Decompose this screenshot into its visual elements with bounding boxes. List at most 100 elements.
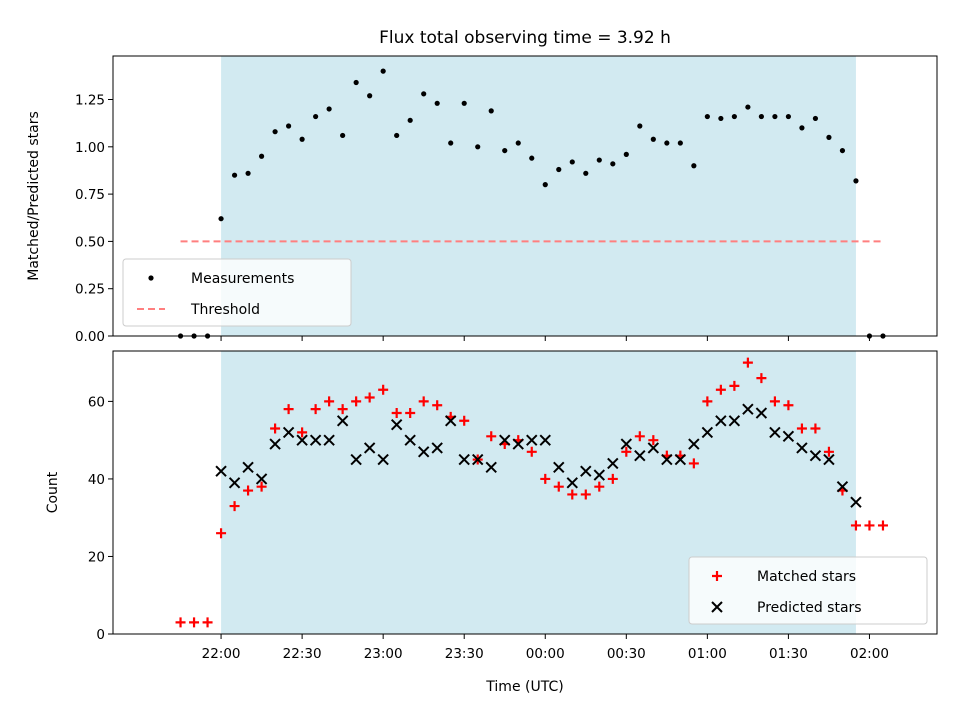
matched-star-point — [769, 396, 780, 407]
predicted-star-point — [431, 442, 443, 454]
x-tick-label: 22:00 — [202, 646, 241, 662]
predicted-star-point — [607, 457, 619, 470]
x-tick-label: 00:30 — [607, 646, 646, 662]
y-tick-label: 1.00 — [75, 140, 105, 156]
measurement-point — [434, 100, 440, 106]
predicted-star-point — [350, 453, 362, 466]
predicted-star-point — [553, 461, 565, 474]
measurement-point — [745, 104, 751, 110]
count-axis-ticks: 0 20 40 60 22:00 22:30 23:00 23:30 00:00 00:30 01:… — [88, 394, 889, 662]
legend-predicted-marker — [711, 601, 723, 613]
matched-star-point — [540, 473, 551, 484]
matched-star-point — [810, 423, 821, 434]
measurement-point — [407, 117, 413, 123]
predicted-star-point — [215, 465, 227, 477]
predicted-star-point — [701, 426, 714, 439]
legend-label: Measurements — [191, 271, 294, 287]
measurement-point — [353, 79, 359, 86]
count-y-axis-label: Count — [45, 471, 61, 513]
matched-star-point — [324, 396, 335, 407]
predicted-star-point — [323, 434, 335, 446]
measurement-point — [542, 182, 548, 188]
matched-star-point — [877, 520, 888, 531]
matched-star-point — [270, 423, 281, 434]
matched-star-point — [864, 520, 875, 531]
predicted-star-point — [620, 438, 633, 450]
y-tick-label: 20 — [88, 549, 105, 565]
measurement-point — [421, 91, 427, 97]
predicted-star-point — [661, 453, 673, 466]
predicted-star-point — [539, 434, 551, 446]
x-tick-label: 23:00 — [364, 646, 403, 662]
measurement-point — [704, 113, 710, 120]
matched-star-point — [850, 520, 861, 531]
x-tick-label: 02:00 — [850, 646, 889, 662]
matched-star-point — [580, 489, 591, 500]
measurement-point — [731, 113, 737, 120]
ratio-axis-ticks: 0.00 0.25 0.50 0.75 1.00 1.25 — [75, 93, 870, 345]
chart-title: Flux total observing time = 3.92 h — [379, 28, 671, 48]
predicted-star-point — [485, 461, 497, 474]
predicted-star-point — [823, 453, 835, 466]
y-tick-label: 60 — [88, 394, 105, 410]
matched-star-point — [216, 528, 227, 539]
measurement-point — [231, 172, 238, 178]
matched-star-point — [189, 617, 200, 628]
measurement-point — [286, 123, 292, 129]
measurement-point — [367, 93, 373, 99]
measurement-point — [299, 136, 305, 142]
matched-star-point — [594, 481, 605, 492]
predicted-star-point — [647, 442, 660, 454]
matched-star-point — [567, 489, 578, 500]
predicted-star-point — [526, 434, 538, 446]
measurement-point — [799, 125, 805, 131]
matched-star-point — [405, 408, 416, 419]
x-tick-label: 23:30 — [445, 646, 484, 662]
predicted-star-point — [282, 426, 295, 439]
predicted-star-point — [674, 453, 687, 466]
measurement-point — [677, 140, 683, 146]
matched-star-point — [310, 404, 321, 415]
measurement-point — [583, 170, 589, 176]
matched-star-point — [432, 400, 443, 411]
matched-star-point — [742, 357, 753, 368]
measurement-point — [313, 113, 319, 120]
predicted-star-point — [742, 403, 754, 415]
predicted-star-point — [796, 442, 808, 454]
legend-label: Threshold — [190, 302, 260, 318]
measurement-point — [218, 216, 224, 222]
ratio-marks — [177, 68, 886, 339]
legend-box — [122, 258, 352, 327]
matched-star-point — [297, 427, 308, 438]
measurement-point — [826, 134, 832, 140]
measurement-point — [502, 147, 508, 154]
measurement-point — [610, 161, 616, 167]
predicted-star-point — [836, 480, 849, 493]
measurement-point — [556, 166, 562, 173]
matched-star-point — [634, 431, 645, 442]
x-tick-label: 01:00 — [688, 646, 727, 662]
measurement-point — [475, 144, 481, 150]
measurement-point — [596, 157, 602, 163]
matched-star-point — [553, 481, 564, 492]
y-tick-label: 0.25 — [75, 282, 105, 298]
matched-star-point — [351, 396, 362, 407]
measurement-point — [380, 68, 386, 74]
matched-star-point — [648, 435, 659, 446]
matched-star-point — [337, 404, 348, 415]
predicted-star-point — [404, 434, 416, 446]
y-tick-label: 40 — [88, 472, 105, 488]
matched-star-point — [243, 485, 254, 496]
measurement-point — [853, 178, 859, 184]
matched-star-point — [702, 396, 713, 407]
measurement-point — [839, 147, 846, 154]
x-tick-label: 00:00 — [526, 646, 565, 662]
predicted-star-point — [390, 418, 403, 431]
matched-star-point — [378, 384, 389, 395]
ratio-y-axis-label: Matched/Predicted stars — [26, 111, 42, 281]
measurement-point — [394, 132, 400, 139]
matched-star-point — [364, 392, 375, 403]
matched-star-point — [756, 373, 767, 384]
y-tick-label: 0.00 — [75, 329, 105, 345]
predicted-star-point — [512, 438, 524, 450]
